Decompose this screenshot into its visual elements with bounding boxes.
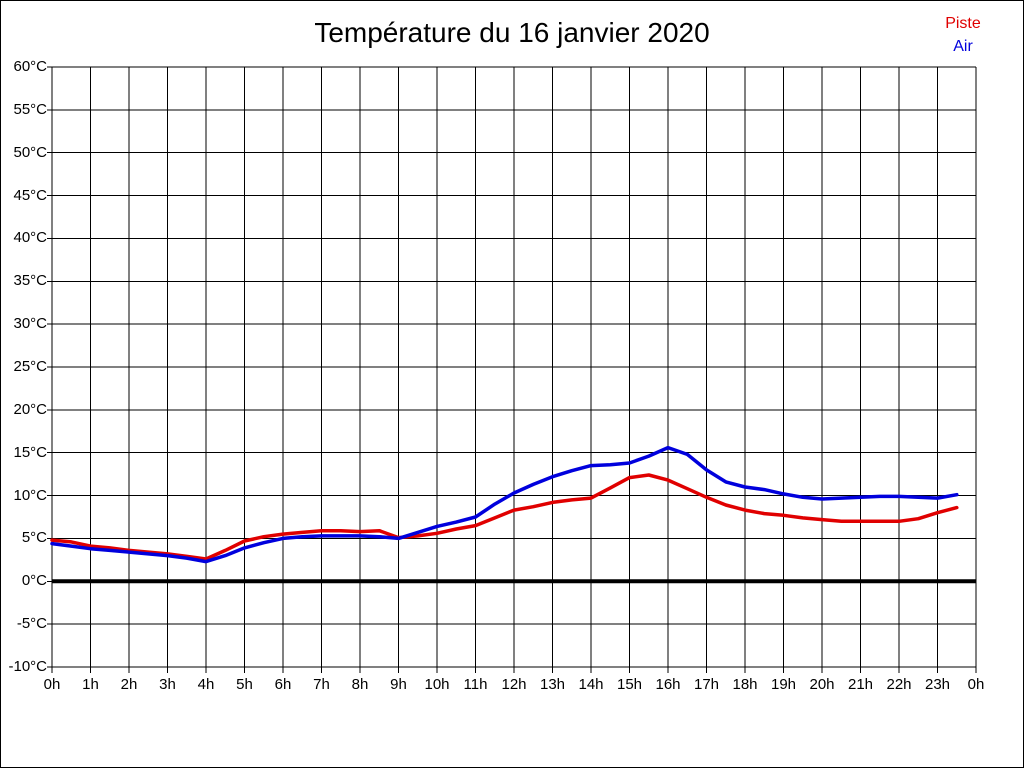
legend-label-air: Air [953, 38, 973, 55]
x-tick-label: 0h [43, 676, 61, 693]
series-line-air [50, 445, 959, 564]
x-tick-label: 17h [693, 676, 720, 693]
x-tick-label: 14h [578, 676, 604, 693]
x-tick-label: 21h [847, 676, 874, 693]
x-tick-label: 20h [809, 676, 835, 693]
y-tick-label: 60°C [13, 58, 47, 75]
series-line-piste [50, 473, 959, 561]
x-tick-label: 13h [539, 676, 566, 693]
y-tick-label: -5°C [16, 615, 47, 633]
x-tick-label: 19h [770, 676, 797, 693]
x-tick-label: 9h [390, 676, 407, 693]
y-tick-label: -10°C [8, 658, 47, 675]
x-tick-label: 22h [886, 676, 912, 693]
x-tick-label: 18h [732, 676, 758, 693]
x-tick-label: 1h [82, 676, 99, 693]
y-tick-label: 45°C [13, 186, 47, 204]
x-tick-label: 4h [197, 676, 215, 693]
y-tick-label: 15°C [13, 443, 47, 461]
x-tick-label: 10h [424, 676, 450, 693]
x-tick-label: 16h [655, 676, 681, 693]
legend-label-piste: Piste [945, 15, 981, 32]
y-tick-label: 10°C [13, 486, 47, 504]
y-tick-label: 20°C [13, 400, 47, 418]
x-tick-label: 3h [159, 676, 176, 693]
x-tick-label: 6h [274, 676, 292, 693]
y-tick-label: 25°C [13, 358, 47, 375]
x-tick-label: 0h [967, 676, 985, 693]
chart-title: Température du 16 janvier 2020 [314, 17, 710, 48]
chart-legend: Piste Air [929, 12, 997, 58]
x-tick-label: 12h [501, 676, 527, 693]
x-tick-label: 15h [616, 676, 643, 693]
y-tick-label: 35°C [13, 272, 47, 290]
x-tick-label: 5h [236, 676, 253, 693]
y-tick-label: 30°C [13, 315, 47, 333]
y-tick-label: 5°C [21, 529, 47, 547]
y-tick-label: 40°C [13, 229, 47, 247]
y-tick-label: 55°C [13, 100, 47, 118]
x-tick-label: 2h [120, 676, 138, 693]
x-tick-label: 7h [313, 676, 330, 693]
x-tick-label: 23h [924, 676, 951, 693]
y-tick-label: 0°C [21, 572, 47, 590]
x-tick-label: 11h [463, 676, 488, 693]
y-tick-label: 50°C [13, 143, 47, 161]
x-tick-label: 8h [351, 676, 369, 693]
